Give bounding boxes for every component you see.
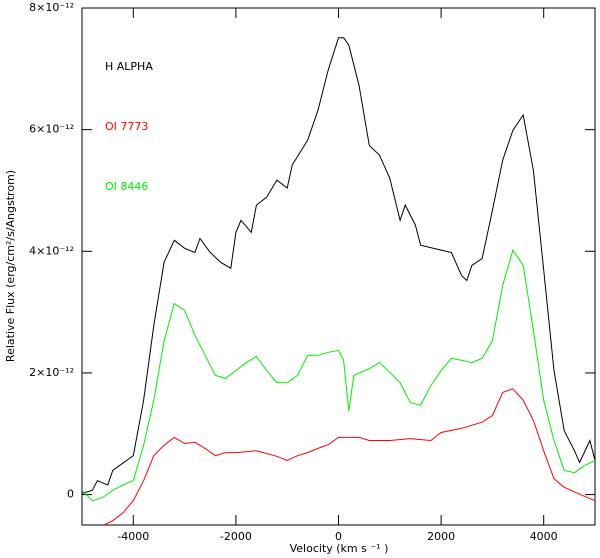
y-tick-label: 8×10⁻¹² bbox=[29, 1, 74, 14]
x-tick-label: 2000 bbox=[427, 530, 455, 543]
legend-label: OI 8446 bbox=[105, 180, 148, 193]
x-tick-label: 4000 bbox=[530, 530, 558, 543]
series-line bbox=[82, 248, 595, 502]
y-tick-label: 0 bbox=[67, 488, 74, 501]
y-tick-label: 6×10⁻¹² bbox=[29, 123, 74, 136]
series-line bbox=[102, 388, 595, 525]
y-tick-label: 2×10⁻¹² bbox=[29, 366, 74, 379]
legend-label: H ALPHA bbox=[105, 60, 153, 73]
y-axis-label: Relative Flux (erg/cm²/s/Angstrom) bbox=[4, 170, 17, 362]
x-tick-label: -4000 bbox=[117, 530, 149, 543]
plot-frame bbox=[81, 7, 596, 526]
x-tick-label: -2000 bbox=[220, 530, 252, 543]
y-tick-label: 4×10⁻¹² bbox=[29, 244, 74, 257]
x-axis-label: Velocity (km s ⁻¹ ) bbox=[290, 542, 389, 555]
series-line bbox=[82, 37, 595, 494]
x-tick-label: 0 bbox=[335, 530, 342, 543]
legend-label: OI 7773 bbox=[105, 120, 148, 133]
